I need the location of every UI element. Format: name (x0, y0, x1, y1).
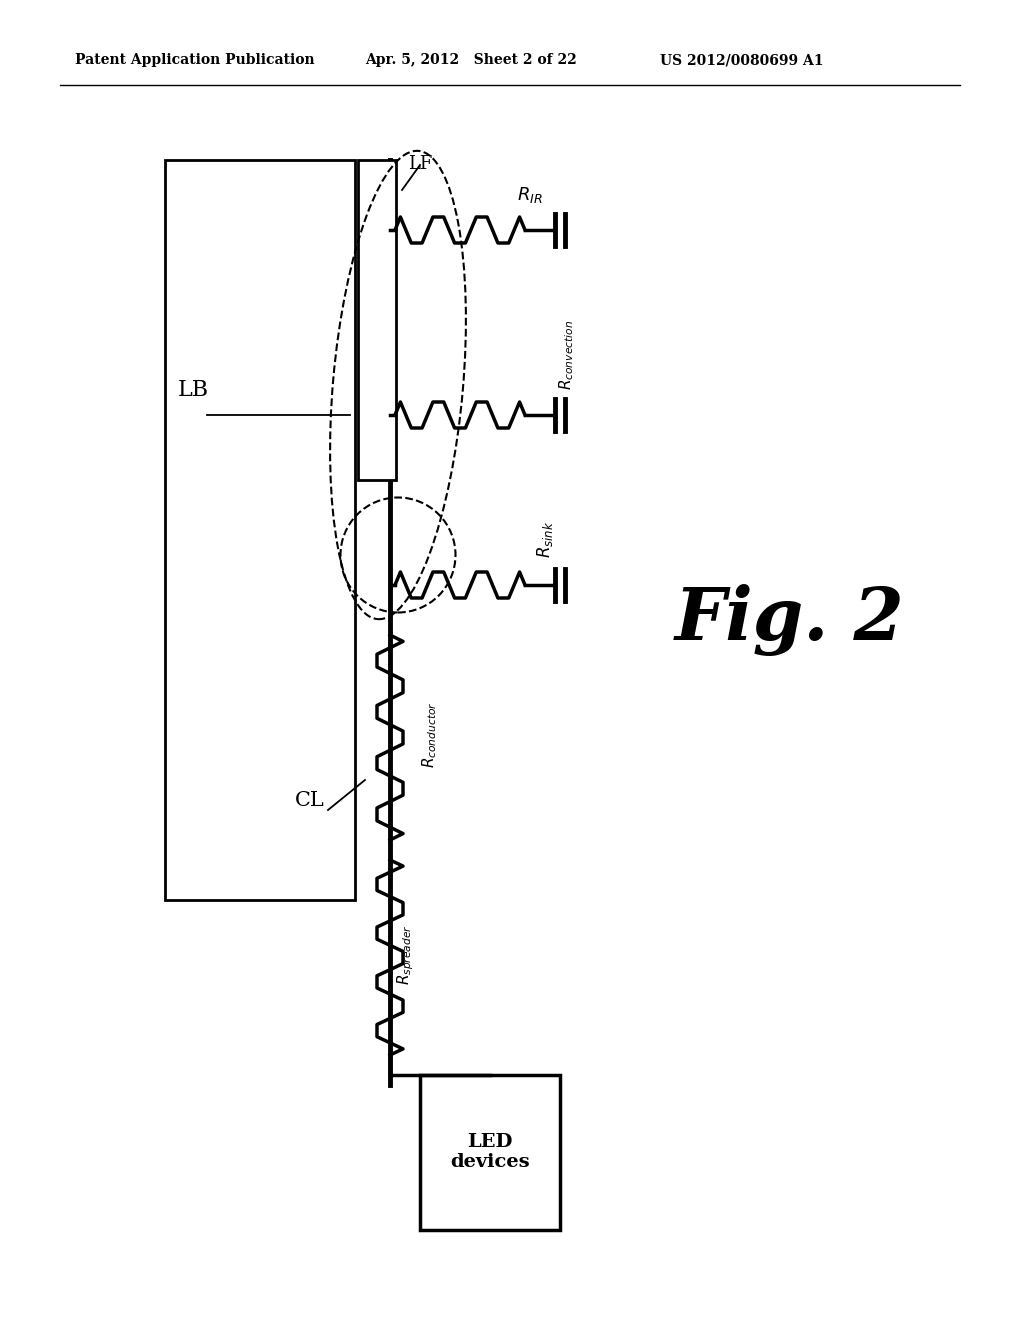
Text: Apr. 5, 2012   Sheet 2 of 22: Apr. 5, 2012 Sheet 2 of 22 (365, 53, 577, 67)
Text: Patent Application Publication: Patent Application Publication (75, 53, 314, 67)
Text: US 2012/0080699 A1: US 2012/0080699 A1 (660, 53, 823, 67)
Bar (165, 160, 355, 900)
Text: $R_{IR}$: $R_{IR}$ (517, 185, 543, 205)
Text: Fig. 2: Fig. 2 (675, 583, 905, 656)
Text: CL: CL (295, 791, 325, 809)
Text: $R_{conductor}$: $R_{conductor}$ (420, 702, 438, 768)
Text: $R_{spreader}$: $R_{spreader}$ (395, 924, 416, 985)
Text: $R_{sink}$: $R_{sink}$ (535, 520, 555, 558)
Bar (358, 160, 396, 480)
Text: LB: LB (177, 379, 209, 401)
Text: LF: LF (408, 154, 432, 173)
Text: $R_{convection}$: $R_{convection}$ (557, 319, 575, 389)
Text: LED
devices: LED devices (451, 1133, 529, 1171)
Bar (420, 1074, 560, 1230)
